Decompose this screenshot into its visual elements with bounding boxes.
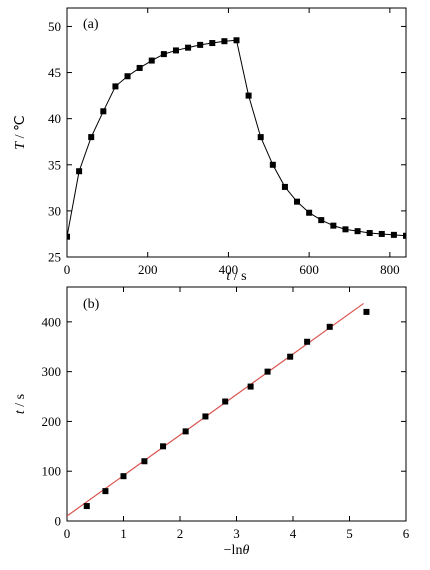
- data-point: [264, 368, 271, 375]
- x-tick-label: 0: [64, 526, 71, 541]
- data-point: [247, 383, 254, 390]
- panel-label: (b): [83, 297, 100, 312]
- y-axis-label: T / ℃: [13, 115, 28, 149]
- y-axis-label: t / s: [13, 394, 28, 414]
- data-point: [76, 168, 83, 175]
- data-point: [269, 161, 276, 168]
- x-tick-label: 400: [219, 262, 239, 277]
- x-tick-label: 200: [138, 262, 158, 277]
- panel-label: (a): [83, 17, 99, 32]
- data-point: [245, 92, 252, 99]
- x-tick-label: 6: [403, 526, 410, 541]
- data-point: [160, 51, 167, 58]
- plot-frame: [66, 7, 407, 258]
- data-point: [363, 308, 370, 315]
- data-point: [124, 73, 131, 80]
- data-point: [281, 183, 288, 190]
- data-point: [172, 47, 179, 54]
- data-point: [182, 428, 189, 435]
- x-tick-label: 800: [380, 262, 400, 277]
- data-point: [221, 38, 228, 45]
- data-point: [287, 353, 294, 360]
- data-point: [233, 37, 240, 44]
- data-point: [294, 198, 301, 205]
- fit-line: [67, 302, 364, 517]
- chart-panel-2: 0 1 2 3 4 5 6 0 100 200 300 400 (b) −lnθ t / s: [13, 286, 410, 558]
- data-point: [318, 217, 325, 224]
- y-tick-label: 45: [48, 65, 61, 80]
- data-point: [120, 473, 127, 480]
- plot-area: [67, 302, 370, 517]
- data-point: [141, 458, 148, 465]
- x-axis-label: −lnθ: [224, 543, 250, 558]
- data-point: [67, 233, 70, 240]
- data-point: [148, 57, 155, 64]
- data-point: [160, 443, 167, 450]
- data-point: [326, 323, 333, 330]
- data-point: [100, 108, 107, 115]
- x-tick-label: 0: [64, 262, 71, 277]
- data-point: [366, 230, 373, 237]
- data-point: [342, 226, 349, 233]
- y-tick-label: 400: [42, 314, 62, 329]
- chart-panel-1: 0 200 400 600 800 25 30 35 40 45 50 (a) t / s T / ℃: [13, 7, 407, 284]
- y-tick-label: 30: [48, 203, 61, 218]
- plot-frame: [66, 286, 407, 522]
- data-point: [202, 413, 209, 420]
- y-tick-label: 40: [48, 111, 61, 126]
- x-tick-label: 4: [290, 526, 297, 541]
- data-point: [185, 44, 192, 51]
- data-point: [197, 41, 204, 48]
- data-point: [403, 232, 406, 239]
- data-point: [112, 83, 119, 90]
- series-line: [67, 39, 406, 237]
- y-tick-label: 25: [48, 250, 61, 265]
- data-point: [378, 230, 385, 237]
- y-tick-label: 50: [48, 19, 61, 34]
- data-point: [330, 222, 337, 229]
- data-point: [304, 338, 311, 345]
- data-point: [222, 398, 229, 405]
- x-tick-label: 2: [177, 526, 184, 541]
- y-tick-label: 200: [42, 414, 62, 429]
- data-point: [102, 488, 109, 495]
- x-tick-label: 1: [120, 526, 127, 541]
- plot-area: [67, 37, 406, 240]
- data-point: [209, 40, 216, 47]
- data-point: [136, 64, 143, 71]
- y-tick-label: 100: [42, 464, 62, 479]
- data-point: [306, 209, 313, 216]
- x-tick-label: 600: [299, 262, 319, 277]
- x-axis-label: t / s: [226, 269, 246, 284]
- data-point: [390, 231, 397, 238]
- y-tick-label: 35: [48, 157, 61, 172]
- x-tick-label: 5: [346, 526, 353, 541]
- y-tick-label: 300: [42, 364, 62, 379]
- x-tick-label: 3: [233, 526, 240, 541]
- data-point: [354, 228, 361, 235]
- data-point: [83, 503, 90, 510]
- data-point: [257, 134, 264, 141]
- y-tick-label: 0: [55, 514, 62, 529]
- data-point: [88, 134, 95, 141]
